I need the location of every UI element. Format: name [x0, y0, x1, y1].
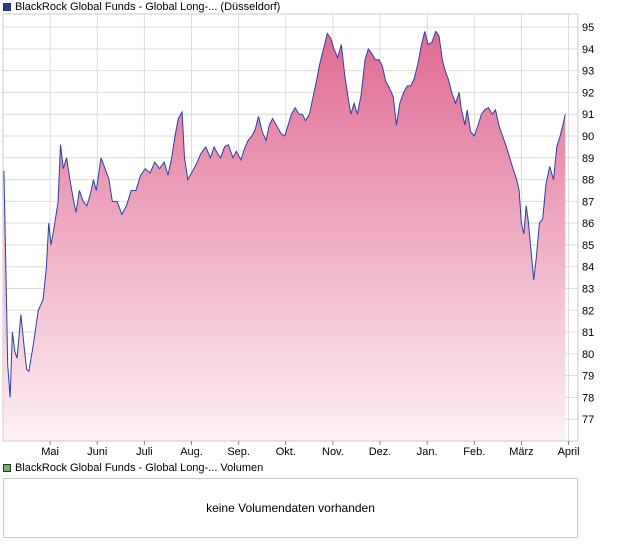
y-tick-label: 85: [582, 240, 594, 252]
no-volume-message: keine Volumendaten vorhanden: [206, 501, 375, 515]
y-tick-label: 89: [582, 153, 594, 165]
x-tick-label: Juni: [87, 446, 107, 458]
y-tick-label: 87: [582, 196, 594, 208]
y-tick-label: 84: [582, 262, 594, 274]
price-area: [3, 31, 566, 442]
volume-legend: BlackRock Global Funds - Global Long-...…: [3, 461, 263, 475]
price-legend: BlackRock Global Funds - Global Long-...…: [3, 0, 280, 14]
y-tick-label: 82: [582, 305, 594, 317]
price-line: [3, 30, 566, 398]
price-chart: 77 78 79 80 81 82 83 84 85 86 87 88 89 90 91 92 93 94 95 M…: [2, 13, 594, 458]
price-legend-label: BlackRock Global Funds - Global Long-...…: [15, 1, 281, 13]
x-tick-label: Sep.: [227, 446, 250, 458]
y-tick-label: 78: [582, 392, 594, 404]
price-legend-swatch: [3, 3, 11, 11]
x-tick-label: Mai: [41, 446, 59, 458]
x-tick-label: Aug.: [180, 446, 203, 458]
y-tick-label: 81: [582, 327, 594, 339]
y-tick-label: 95: [582, 22, 594, 34]
y-tick-label: 92: [582, 87, 594, 99]
x-tick-label: Juli: [136, 446, 153, 458]
x-tick-label: April: [558, 446, 580, 458]
x-tick-label: Feb.: [463, 446, 485, 458]
volume-legend-swatch: [3, 464, 11, 472]
y-tick-label: 83: [582, 284, 594, 296]
x-tick-label: März: [509, 446, 533, 458]
y-tick-label: 93: [582, 66, 594, 78]
plot-frame: [2, 13, 579, 442]
x-tick-label: Okt.: [276, 446, 296, 458]
y-tick-label: 80: [582, 349, 594, 361]
y-tick-label: 79: [582, 371, 594, 383]
x-axis-ticks: Mai Juni Juli Aug. Sep. Okt. Nov. Dez. Jan. Feb. M…: [41, 441, 580, 458]
y-tick-label: 77: [582, 414, 594, 426]
volume-legend-label: BlackRock Global Funds - Global Long-...…: [15, 462, 264, 474]
y-tick-label: 90: [582, 131, 594, 143]
volume-panel: keine Volumendaten vorhanden: [3, 478, 578, 538]
x-tick-label: Nov.: [322, 446, 344, 458]
y-axis-ticks: 77 78 79 80 81 82 83 84 85 86 87 88 89 90 91 92 93 94 95: [582, 22, 594, 426]
y-tick-label: 91: [582, 109, 594, 121]
y-tick-label: 88: [582, 175, 594, 187]
x-tick-label: Jan.: [417, 446, 438, 458]
x-tick-label: Dez.: [369, 446, 392, 458]
y-tick-label: 86: [582, 218, 594, 230]
y-tick-label: 94: [582, 44, 594, 56]
